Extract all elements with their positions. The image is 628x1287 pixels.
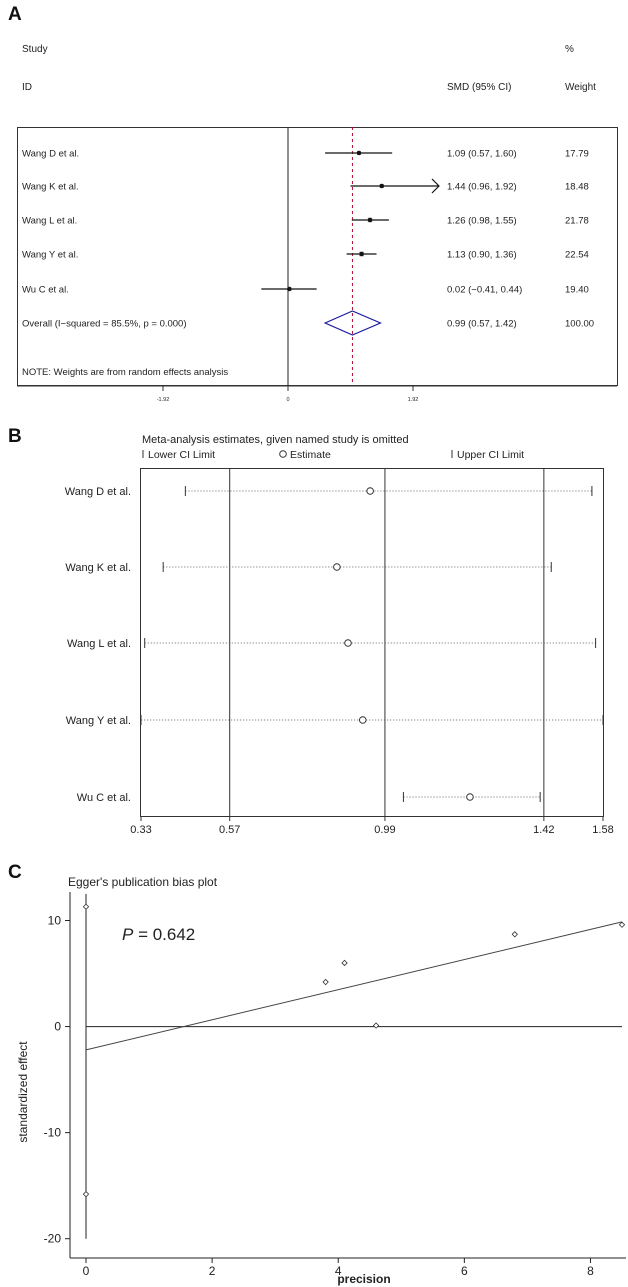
forest-weight: 19.40 xyxy=(565,285,589,296)
panel-a-label: A xyxy=(8,4,22,25)
forest-weight: 21.78 xyxy=(565,216,589,227)
forest-plot: Study ID SMD (95% CI) % Weight Wang D et… xyxy=(17,44,618,403)
forest-note: NOTE: Weights are from random effects an… xyxy=(22,367,228,378)
forest-overall-diamond xyxy=(323,310,382,336)
forest-row: Wang Y et al. 1.13 (0.90, 1.36) 22.54 xyxy=(22,250,589,261)
influence-plot: Meta-analysis estimates, given named stu… xyxy=(65,434,614,836)
egger-point xyxy=(372,1022,380,1029)
header-id: ID xyxy=(22,82,32,93)
legend-estimate-label: Estimate xyxy=(290,449,331,461)
egger-x-tick-label: 8 xyxy=(587,1264,594,1278)
influence-study-label: Wang L et al. xyxy=(67,638,131,650)
header-study: Study xyxy=(22,44,48,55)
egger-x-tick-label: 6 xyxy=(461,1264,468,1278)
influence-x-tick-label: 0.57 xyxy=(219,824,240,836)
forest-study-label: Wang K et al. xyxy=(22,182,79,193)
forest-ci-text: 0.02 (−0.41, 0.44) xyxy=(447,285,522,296)
header-pct: % xyxy=(565,44,574,55)
forest-row: Wang D et al. 1.09 (0.57, 1.60) 17.79 xyxy=(22,149,589,160)
influence-estimate xyxy=(344,639,352,647)
influence-x-tick-label: 1.42 xyxy=(533,824,554,836)
forest-point-estimate xyxy=(287,286,292,292)
influence-estimate xyxy=(366,487,374,495)
influence-legend: Lower CI Limit Estimate Upper CI Limit xyxy=(142,449,524,461)
influence-row: Wang L et al. xyxy=(67,638,597,650)
influence-study-label: Wang Y et al. xyxy=(66,715,131,727)
egger-x-tick-label: 2 xyxy=(209,1264,216,1278)
influence-row: Wang Y et al. xyxy=(66,715,604,727)
forest-overall-weight: 100.00 xyxy=(565,319,594,330)
panel-c-label: C xyxy=(8,862,22,883)
forest-weight: 22.54 xyxy=(565,250,589,261)
header-effect: SMD (95% CI) xyxy=(447,82,511,93)
forest-row: Wu C et al. 0.02 (−0.41, 0.44) 19.40 xyxy=(22,285,589,296)
panel-b-label: B xyxy=(8,426,22,447)
egger-point xyxy=(511,931,518,938)
forest-ci-text: 1.09 (0.57, 1.60) xyxy=(447,149,517,160)
forest-point-estimate xyxy=(379,183,384,189)
egger-y-label: standardized effect xyxy=(16,1041,30,1143)
forest-ci-text: 1.13 (0.90, 1.36) xyxy=(447,250,517,261)
influence-study-label: Wang D et al. xyxy=(65,486,131,498)
forest-ci-text: 1.26 (0.98, 1.55) xyxy=(447,216,517,227)
legend-upper-label: Upper CI Limit xyxy=(457,449,524,461)
forest-weight: 17.79 xyxy=(565,149,589,160)
forest-study-label: Wang Y et al. xyxy=(22,250,78,261)
p-symbol: P xyxy=(122,925,134,944)
forest-row: Wang L et al. 1.26 (0.98, 1.55) 21.78 xyxy=(22,216,589,227)
forest-study-label: Wang L et al. xyxy=(22,216,77,227)
forest-point-estimate xyxy=(356,150,362,156)
forest-weight: 18.48 xyxy=(565,182,589,193)
forest-overall-label: Overall (I−squared = 85.5%, p = 0.000) xyxy=(22,319,187,330)
influence-estimate xyxy=(466,793,474,801)
egger-y-tick-label: -10 xyxy=(44,1126,62,1140)
forest-point-estimate xyxy=(367,217,373,223)
forest-overall-ci-text: 0.99 (0.57, 1.42) xyxy=(447,319,517,330)
forest-x-tick-label: 0 xyxy=(286,397,289,403)
egger-point xyxy=(618,921,626,928)
egger-y-tick-label: 0 xyxy=(54,1020,61,1034)
legend-lower-label: Lower CI Limit xyxy=(148,449,215,461)
forest-study-label: Wang D et al. xyxy=(22,149,79,160)
forest-ci-text: 1.44 (0.96, 1.92) xyxy=(447,182,517,193)
egger-point xyxy=(322,978,329,986)
egger-point xyxy=(82,903,90,910)
p-value: = 0.642 xyxy=(133,925,195,944)
influence-estimate xyxy=(333,563,341,571)
forest-ci-arrow xyxy=(431,178,440,194)
egger-y-tick-label: -20 xyxy=(44,1232,62,1246)
influence-x-tick-label: 0.33 xyxy=(130,824,151,836)
egger-point xyxy=(82,1190,90,1198)
influence-row: Wang K et al. xyxy=(65,562,552,574)
legend-estimate-marker xyxy=(279,450,287,458)
influence-study-label: Wang K et al. xyxy=(65,562,131,574)
egger-point xyxy=(341,959,348,967)
forest-row: Wang K et al. 1.44 (0.96, 1.92) 18.48 xyxy=(22,178,589,194)
regression-line xyxy=(85,921,623,1051)
influence-x-tick-label: 0.99 xyxy=(374,824,395,836)
egger-plot: Egger's publication bias plot P = 0.642 … xyxy=(16,875,626,1286)
forest-point-estimate xyxy=(359,251,364,257)
forest-plot-frame xyxy=(17,127,618,386)
egger-p-annotation: P = 0.642 xyxy=(122,925,195,944)
influence-row: Wu C et al. xyxy=(77,792,541,804)
header-weight: Weight xyxy=(565,82,596,93)
egger-x-tick-label: 0 xyxy=(83,1264,90,1278)
influence-title: Meta-analysis estimates, given named stu… xyxy=(142,434,409,446)
egger-y-tick-label: 10 xyxy=(48,914,62,928)
forest-overall-row: Overall (I−squared = 85.5%, p = 0.000) 0.… xyxy=(22,310,594,336)
forest-study-label: Wu C et al. xyxy=(22,285,69,296)
egger-x-tick-label: 4 xyxy=(335,1264,342,1278)
influence-plot-frame xyxy=(140,468,604,817)
forest-x-tick-label: -1.92 xyxy=(157,397,170,403)
influence-row: Wang D et al. xyxy=(65,486,593,498)
influence-x-tick-label: 1.58 xyxy=(592,824,613,836)
egger-title: Egger's publication bias plot xyxy=(68,875,218,889)
forest-x-tick-label: 1.92 xyxy=(408,397,419,403)
egger-x-label: precision xyxy=(337,1272,390,1286)
influence-study-label: Wu C et al. xyxy=(77,792,131,804)
influence-estimate xyxy=(358,716,367,724)
